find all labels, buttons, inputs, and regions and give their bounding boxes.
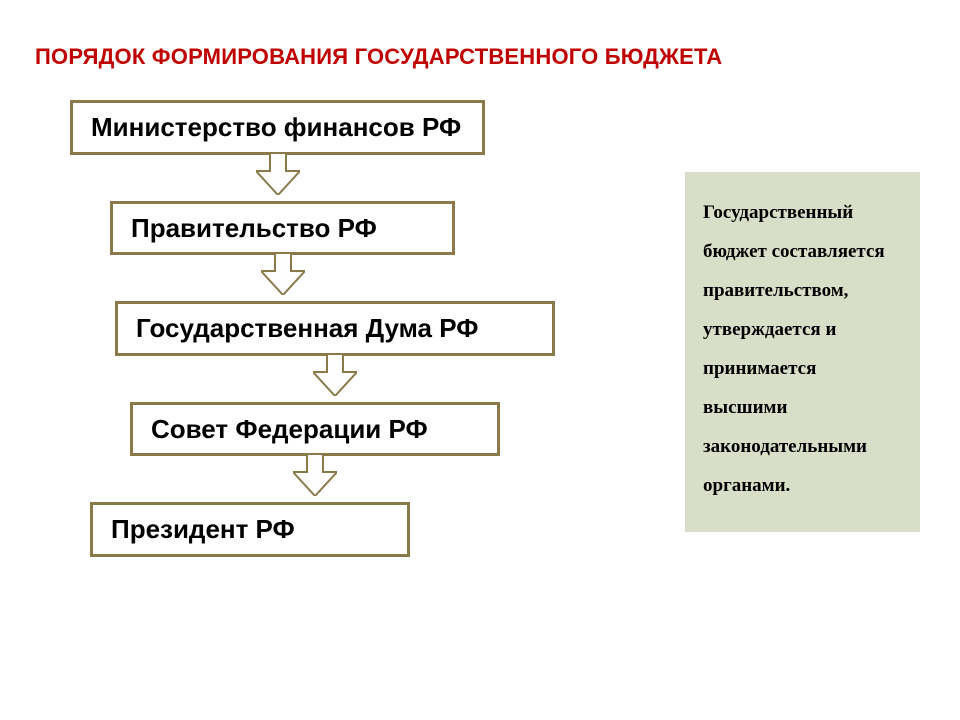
page-title: ПОРЯДОК ФОРМИРОВАНИЯ ГОСУДАРСТВЕННОГО БЮ… (35, 44, 722, 70)
flow-box: Совет Федерации РФ (130, 402, 500, 457)
sidebar-note: Государственный бюджет составляется прав… (685, 172, 920, 532)
down-arrow-icon (130, 454, 500, 496)
flowchart: Министерство финансов РФ Правительство РФ… (70, 100, 570, 557)
flow-box: Правительство РФ (110, 201, 455, 256)
flow-box: Государственная Дума РФ (115, 301, 555, 356)
down-arrow-icon (70, 153, 485, 195)
down-arrow-icon (110, 253, 455, 295)
down-arrow-icon (115, 354, 555, 396)
flow-box: Президент РФ (90, 502, 410, 557)
flow-box: Министерство финансов РФ (70, 100, 485, 155)
